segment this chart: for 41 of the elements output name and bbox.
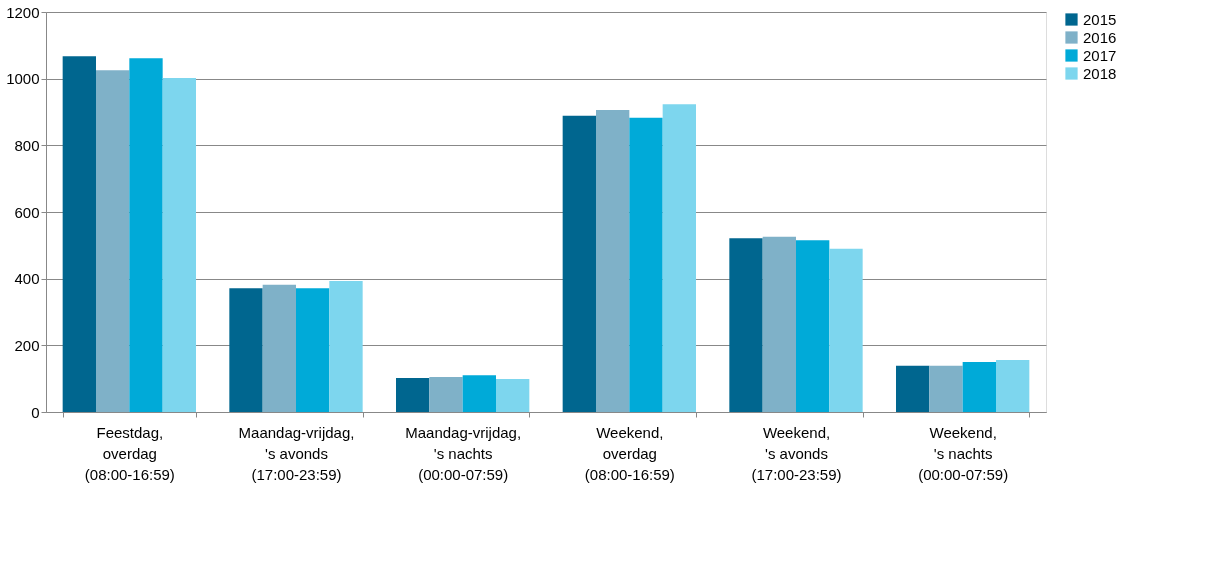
y-tick-label: 1000 [6,70,40,88]
x-tick-label: Maandag-vrijdag, 's nachts (00:00-07:59) [405,423,522,483]
bar [796,240,830,412]
y-tick-label: 200 [14,336,40,354]
bar [129,58,163,412]
bar [962,362,996,412]
y-tick-label: 0 [31,403,40,421]
bar [462,375,496,412]
bar [62,56,96,412]
bar [329,281,363,412]
y-tick-label: 1200 [6,3,40,21]
legend-label: 2015 [1083,10,1117,28]
legend-label: 2016 [1083,28,1117,46]
bar [429,377,463,412]
bar [996,360,1030,412]
bar [762,236,796,412]
y-tick-label: 400 [14,270,40,288]
x-tick-label: Weekend, 's avonds (17:00-23:59) [751,423,842,483]
bar [296,288,330,412]
bar [896,365,930,412]
bar [596,110,630,412]
legend-label: 2018 [1083,64,1117,82]
y-tick-label: 600 [14,203,40,221]
bar [629,117,663,412]
bar [496,379,530,412]
bar [229,288,263,412]
x-tick-label: Weekend, overdag (08:00-16:59) [584,423,675,483]
bar [729,238,763,412]
bar [562,115,596,412]
bar [662,104,696,412]
bar [162,78,196,412]
bar [262,284,296,412]
bar [829,248,863,412]
x-tick-label: Feestdag, overdag (08:00-16:59) [84,423,175,483]
x-tick-label: Weekend, 's nachts (00:00-07:59) [918,423,1009,483]
bar [929,365,963,412]
x-tick-label: Maandag-vrijdag, 's avonds (17:00-23:59) [238,423,355,483]
y-tick-label: 800 [14,136,40,154]
legend-label: 2017 [1083,46,1117,64]
bar [96,70,130,412]
bar [396,378,430,412]
